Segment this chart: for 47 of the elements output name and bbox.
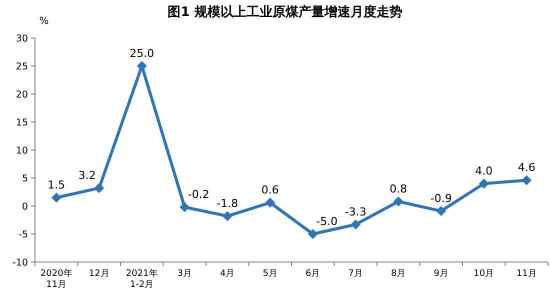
chart-title: 图1 规模以上工业原煤产量增速月度走势 <box>168 4 402 20</box>
data-label: 0.6 <box>261 184 279 197</box>
point <box>436 206 446 216</box>
data-label: -5.0 <box>316 215 338 228</box>
point <box>522 175 532 186</box>
x-tick-label: 5月 <box>262 269 278 279</box>
point <box>136 61 147 71</box>
point <box>51 192 62 203</box>
data-label: 0.8 <box>390 182 408 196</box>
x-tick-label: 4月 <box>220 269 235 279</box>
y-tick-label: 15 <box>16 118 28 128</box>
y-tick-label: 10 <box>16 146 28 156</box>
data-label: -3.3 <box>344 205 366 218</box>
y-tick-label: 0 <box>22 202 28 212</box>
data-label: -1.8 <box>216 197 238 210</box>
point <box>94 183 104 194</box>
x-tick-label: 11月 <box>516 269 537 279</box>
data-label: -0.9 <box>430 192 452 206</box>
data-label: -0.2 <box>188 188 210 202</box>
data-label: 4.0 <box>475 164 493 178</box>
point <box>393 196 404 207</box>
x-tick-label: 2020年 11月 <box>40 268 72 290</box>
x-tick-label: 10月 <box>474 269 494 279</box>
data-label: 4.6 <box>518 161 536 174</box>
x-tick-label: 2021年 1-2月 <box>126 268 158 290</box>
point <box>478 178 489 189</box>
y-axis-title: % <box>39 16 49 27</box>
point <box>308 229 318 239</box>
x-tick-label: 3月 <box>177 269 192 279</box>
y-tick-label: 5 <box>22 174 28 184</box>
data-label: 1.5 <box>48 178 66 192</box>
point <box>180 202 190 212</box>
x-tick-label: 12月 <box>88 269 110 279</box>
x-tick-label: 9月 <box>434 269 448 279</box>
x-tick-label: 8月 <box>391 269 406 279</box>
point <box>222 211 232 222</box>
y-tick-label: 25 <box>16 62 28 72</box>
x-tick-label: 7月 <box>348 269 363 279</box>
y-tick-label: 20 <box>16 90 28 100</box>
x-tick-label: 6月 <box>306 269 320 279</box>
point <box>265 198 276 208</box>
data-label: 25.0 <box>130 47 154 60</box>
y-tick-label: -10 <box>12 258 28 268</box>
y-tick-label: 30 <box>16 34 28 44</box>
point <box>350 219 361 230</box>
y-tick-label: -5 <box>18 230 28 240</box>
data-label: 3.2 <box>78 169 96 182</box>
